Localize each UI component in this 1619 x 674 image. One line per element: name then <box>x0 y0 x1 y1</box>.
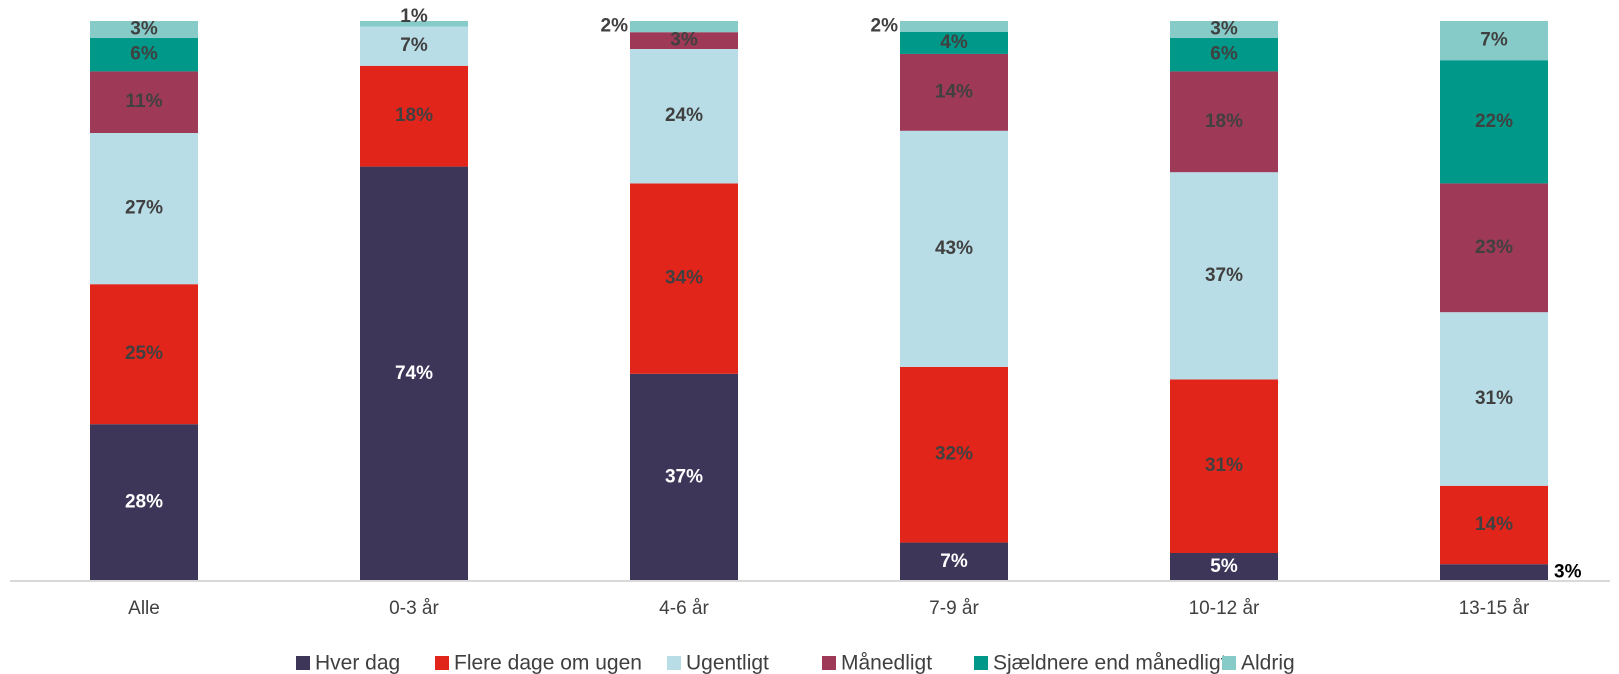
data-label: 43% <box>935 238 973 259</box>
bar-segment <box>1170 21 1278 38</box>
bar-segment <box>90 21 198 38</box>
data-label: 23% <box>1475 237 1513 258</box>
data-label: 3% <box>130 18 158 39</box>
bar-segment <box>1170 172 1278 380</box>
bar-segment <box>360 65 468 167</box>
bar-segment <box>900 542 1008 581</box>
bar-segment <box>90 133 198 285</box>
data-label: 18% <box>1205 111 1243 132</box>
x-tick-label: Alle <box>128 598 160 619</box>
bar-segment <box>900 31 1008 54</box>
bar-segment <box>1170 71 1278 173</box>
bar-segment <box>1440 312 1548 486</box>
legend-swatch <box>296 656 310 670</box>
bar-segment <box>1440 183 1548 313</box>
data-label: 22% <box>1475 111 1513 132</box>
data-label: 24% <box>665 105 703 126</box>
data-label: 25% <box>125 343 163 364</box>
bars-group: 28% 25% 27% 11% 6% 3% 74% 18% 7% 1% 37% 34% 24% 3% 2% 7… <box>90 6 1582 583</box>
data-label: 6% <box>130 44 158 65</box>
data-label: 18% <box>395 105 433 126</box>
data-label: 34% <box>665 268 703 289</box>
bar-segment <box>630 373 738 581</box>
bar-segment <box>1170 553 1278 581</box>
bar-segment <box>1170 37 1278 72</box>
bar-segment <box>1440 60 1548 184</box>
data-label: 74% <box>395 363 433 384</box>
bar-segment <box>1170 379 1278 553</box>
legend-swatch <box>974 656 988 670</box>
legend-swatch <box>822 656 836 670</box>
data-label: 2% <box>601 16 629 37</box>
legend-swatch <box>667 656 681 670</box>
x-tick-label: 10-12 år <box>1189 598 1260 619</box>
data-label: 3% <box>1210 18 1238 39</box>
data-label: 14% <box>935 81 973 102</box>
legend-label: Hver dag <box>315 652 400 674</box>
legend-label: Ugentligt <box>686 652 769 674</box>
data-label: 7% <box>940 551 968 572</box>
legend-label: Aldrig <box>1241 652 1295 674</box>
x-tick-label: 13-15 år <box>1459 598 1530 619</box>
x-tick-label: 0-3 år <box>389 598 439 619</box>
bar-segment <box>630 49 738 184</box>
bar-segment <box>1440 485 1548 565</box>
legend: Hver dag Flere dage om ugen Ugentligt Måned… <box>296 652 1295 674</box>
data-label: 31% <box>1205 455 1243 476</box>
data-label: 7% <box>400 35 428 56</box>
legend-label: Månedligt <box>841 652 932 674</box>
legend-swatch <box>435 656 449 670</box>
legend-swatch <box>1222 656 1236 670</box>
bar-segment <box>90 424 198 581</box>
data-label: 3% <box>670 30 698 51</box>
x-tick-label: 7-9 år <box>929 598 979 619</box>
legend-label: Sjældnere end månedligt <box>993 652 1227 674</box>
data-label: 1% <box>400 6 428 27</box>
data-label: 5% <box>1210 556 1238 577</box>
data-label: 7% <box>1480 30 1508 51</box>
data-label: 14% <box>1475 514 1513 535</box>
legend-label: Flere dage om ugen <box>454 652 642 674</box>
bar-segment <box>1440 21 1548 61</box>
data-label: 27% <box>125 198 163 219</box>
x-axis-tick-labels: Alle 0-3 år 4-6 år 7-9 år 10-12 år 13-15 år <box>128 598 1530 619</box>
data-label: 4% <box>940 32 968 53</box>
bar-segment <box>90 37 198 72</box>
bar-segment <box>630 183 738 374</box>
data-label: 32% <box>935 444 973 465</box>
data-label: 31% <box>1475 388 1513 409</box>
bar-segment <box>360 166 468 581</box>
bar-segment <box>900 53 1008 131</box>
bar-segment <box>900 130 1008 367</box>
bar-segment <box>90 71 198 133</box>
data-label: 3% <box>1554 562 1582 583</box>
x-tick-label: 4-6 år <box>659 598 709 619</box>
bar-segment <box>630 21 738 33</box>
data-label: 11% <box>126 91 163 112</box>
bar-segment <box>90 284 198 425</box>
bar-segment <box>630 32 738 49</box>
bar-segment <box>360 26 468 66</box>
data-label: 28% <box>125 492 163 513</box>
data-label: 6% <box>1210 44 1238 65</box>
bar-segment <box>900 21 1008 32</box>
data-label: 37% <box>1205 265 1243 286</box>
data-label: 2% <box>871 16 899 37</box>
data-label: 37% <box>665 466 703 487</box>
bar-segment <box>900 366 1008 543</box>
bar-segment <box>1440 564 1548 581</box>
bar-segment <box>360 21 468 27</box>
